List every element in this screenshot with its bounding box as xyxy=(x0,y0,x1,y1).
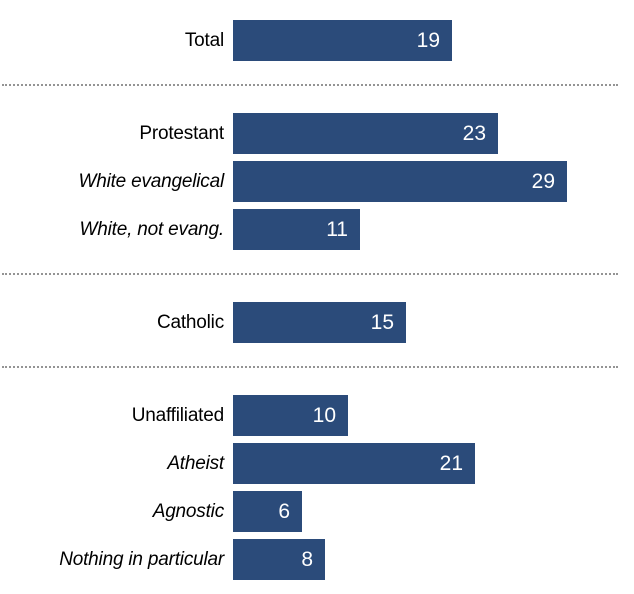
category-label: Catholic xyxy=(156,312,224,333)
category-label: Protestant xyxy=(139,123,224,144)
section-separator xyxy=(2,366,618,368)
bar-area: 21 xyxy=(233,443,634,484)
chart-group-catholic: Catholic 15 xyxy=(0,302,634,343)
bar-row: White evangelical 29 xyxy=(0,161,634,202)
category-label: Unaffiliated xyxy=(131,405,225,426)
bar-value-label: 11 xyxy=(326,218,348,241)
bar: 29 xyxy=(233,161,567,202)
category-label: Agnostic xyxy=(152,501,224,522)
category-label: White, not evang. xyxy=(79,219,225,240)
bar-row: Nothing in particular 8 xyxy=(0,539,634,580)
bar: 23 xyxy=(233,113,498,154)
bar-value-label: 8 xyxy=(301,548,313,571)
bar: 19 xyxy=(233,20,452,61)
bar-value-label: 19 xyxy=(416,29,440,52)
bar-area: 19 xyxy=(233,20,634,61)
bar-area: 10 xyxy=(233,395,634,436)
section-separator xyxy=(2,84,618,86)
bar: 21 xyxy=(233,443,475,484)
bar-value-label: 10 xyxy=(312,404,336,427)
bar: 15 xyxy=(233,302,406,343)
bar: 10 xyxy=(233,395,348,436)
bar-area: 6 xyxy=(233,491,634,532)
bar-row: Total 19 xyxy=(0,20,634,61)
bar: 6 xyxy=(233,491,302,532)
category-label: Nothing in particular xyxy=(59,549,224,570)
bar-area: 15 xyxy=(233,302,634,343)
bar-row: Catholic 15 xyxy=(0,302,634,343)
category-label: White evangelical xyxy=(78,171,224,192)
bar-value-label: 23 xyxy=(462,122,486,145)
bar-value-label: 21 xyxy=(439,452,463,475)
bar-row: Protestant 23 xyxy=(0,113,634,154)
bar-row: Unaffiliated 10 xyxy=(0,395,634,436)
bar-area: 23 xyxy=(233,113,634,154)
bar-row: White, not evang. 11 xyxy=(0,209,634,250)
bar-value-label: 15 xyxy=(370,311,394,334)
category-label: Total xyxy=(184,30,224,51)
bar-area: 8 xyxy=(233,539,634,580)
bar-row: Agnostic 6 xyxy=(0,491,634,532)
bar: 11 xyxy=(233,209,360,250)
bar: 8 xyxy=(233,539,325,580)
category-label: Atheist xyxy=(167,453,224,474)
section-separator xyxy=(2,273,618,275)
bar-area: 29 xyxy=(233,161,634,202)
chart-group-total: Total 19 xyxy=(0,20,634,61)
bar-area: 11 xyxy=(233,209,634,250)
bar-value-label: 29 xyxy=(531,170,555,193)
bar-value-label: 6 xyxy=(278,500,290,523)
chart-group-unaffiliated: Unaffiliated 10 Atheist 21 Agnostic 6 xyxy=(0,395,634,580)
chart-group-protestant: Protestant 23 White evangelical 29 White… xyxy=(0,113,634,250)
bar-row: Atheist 21 xyxy=(0,443,634,484)
